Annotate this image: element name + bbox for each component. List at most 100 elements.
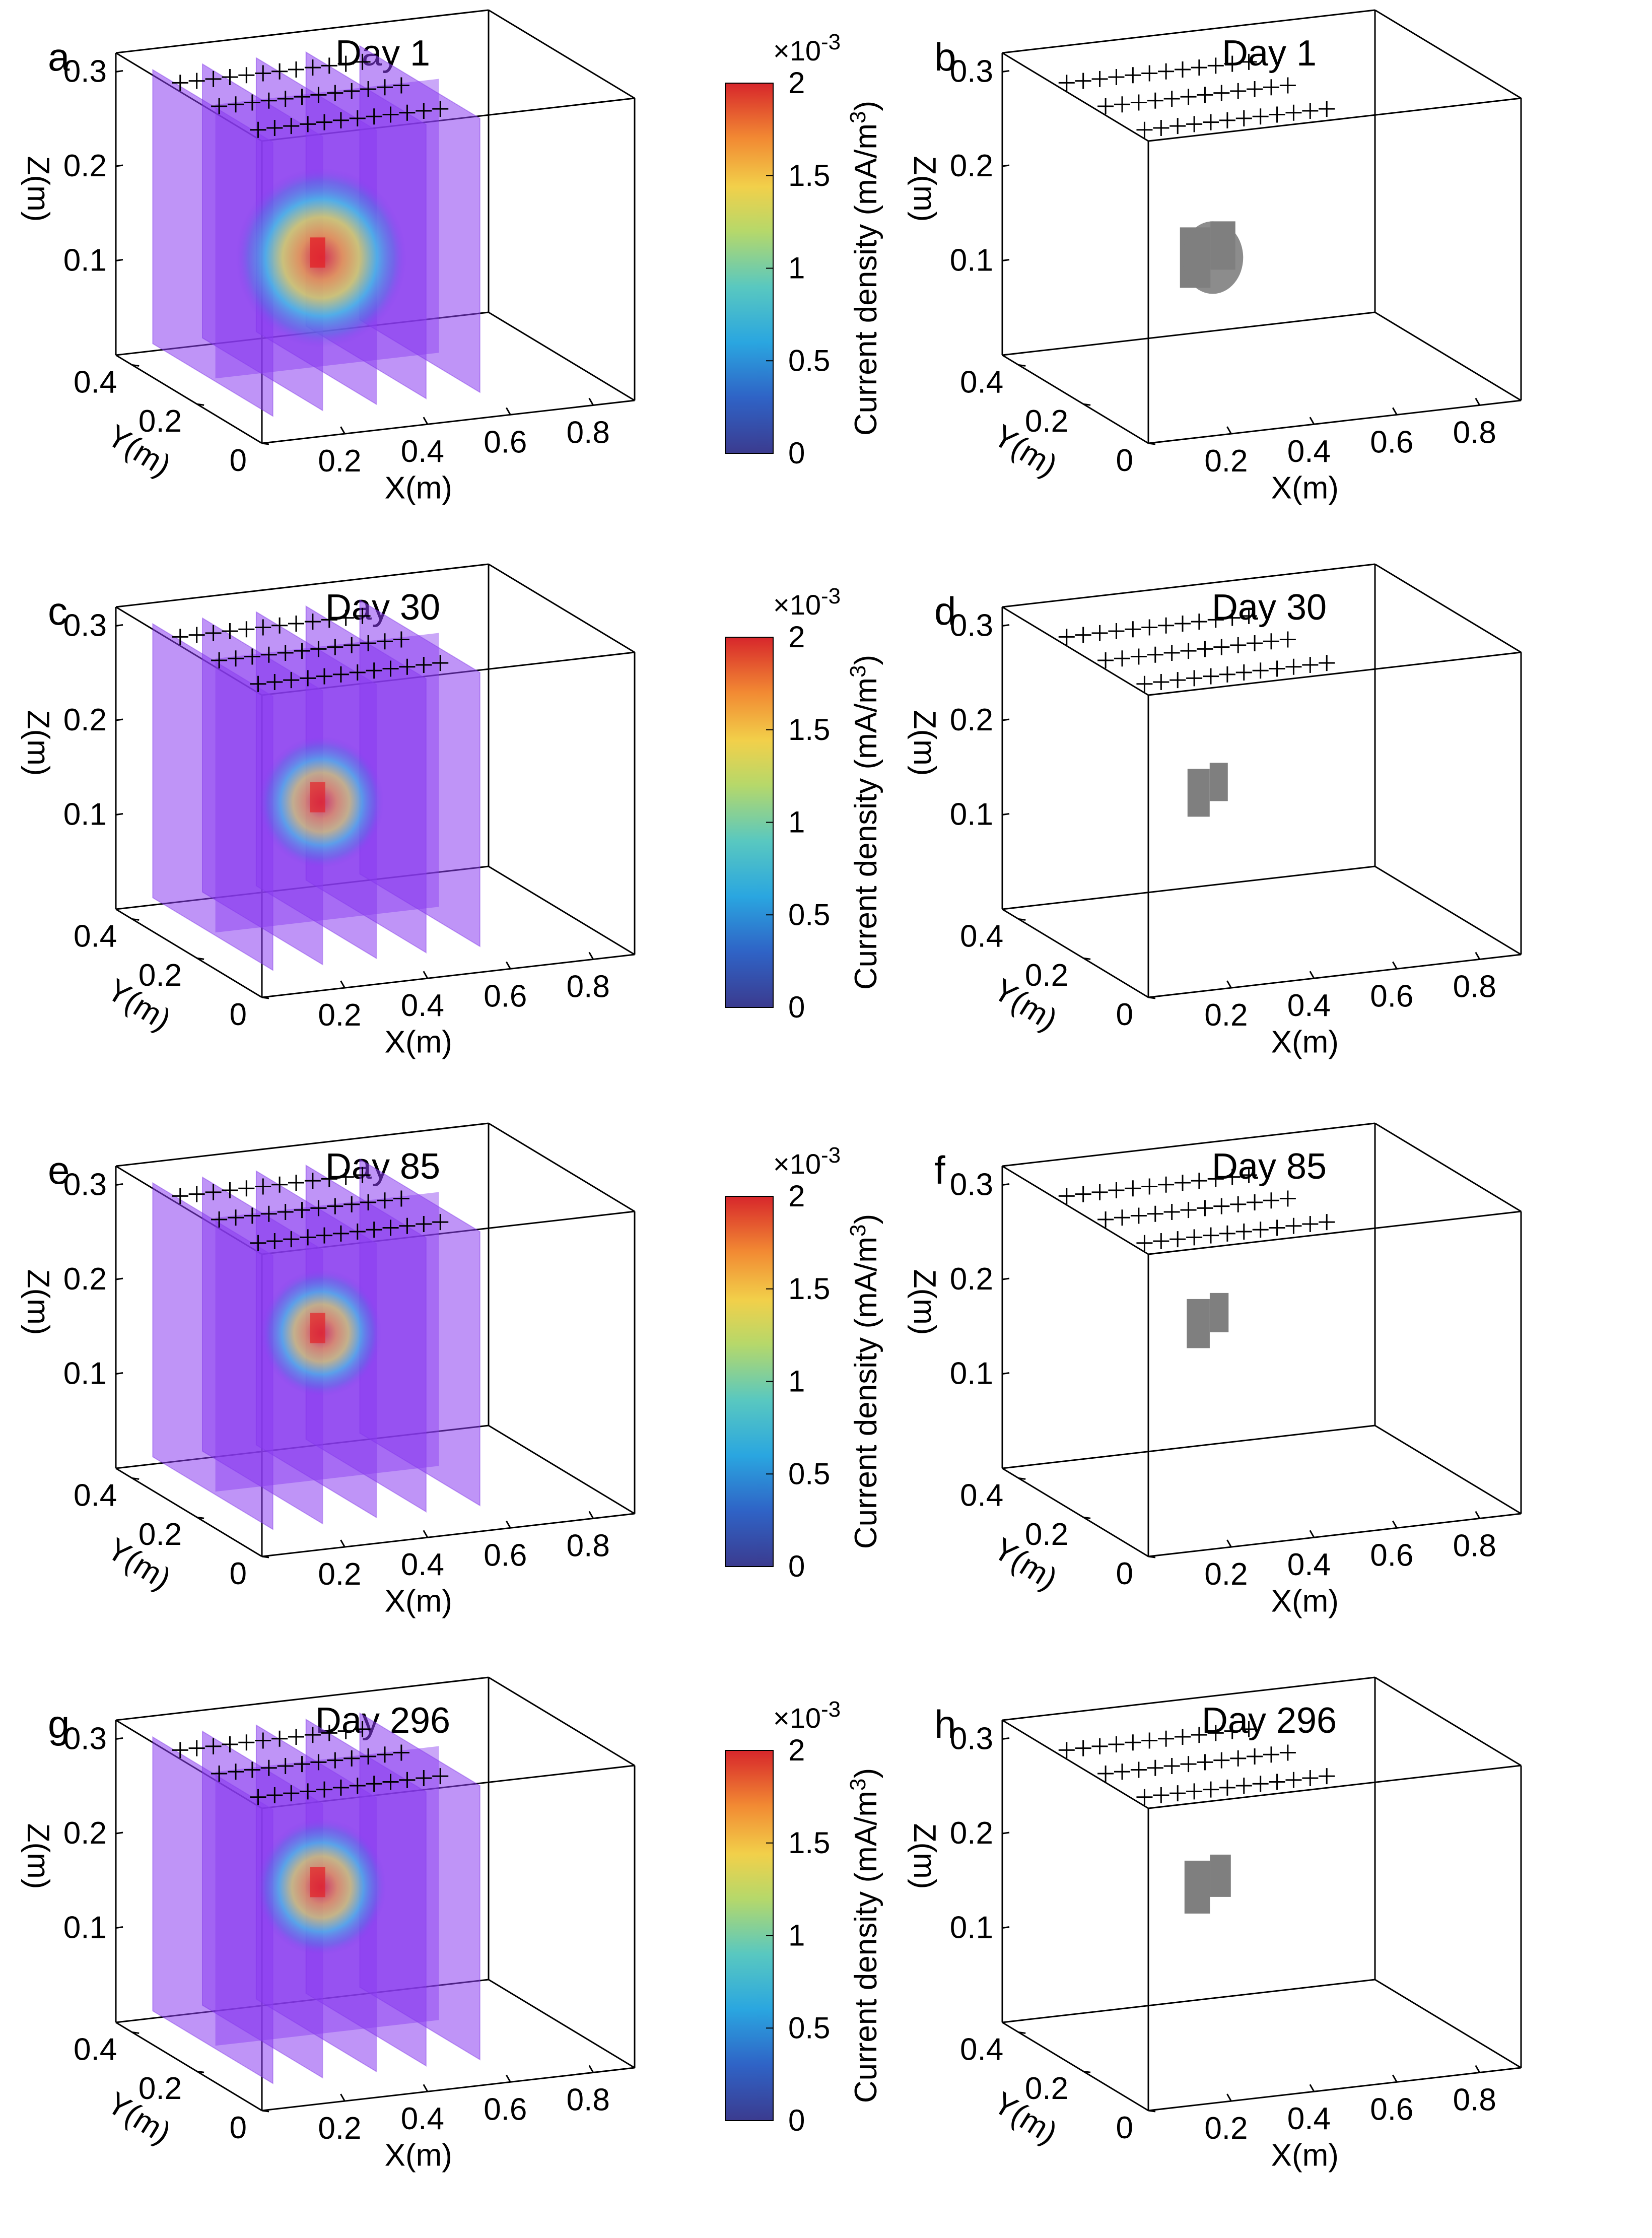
panel-letter: e — [48, 1148, 70, 1192]
electrode-marker — [255, 619, 271, 636]
z-tick-label: 0.2 — [950, 703, 993, 737]
y-tick-label: 0.4 — [74, 365, 117, 399]
electrode-marker — [432, 1214, 449, 1231]
electrode-marker — [393, 77, 409, 94]
electrode-marker — [1230, 1196, 1247, 1212]
electrode-marker — [1279, 77, 1296, 94]
box-edge-2 — [115, 2021, 262, 2112]
y-tick-mark — [1018, 364, 1026, 367]
slice-plane-x-5 — [359, 1158, 480, 1507]
anomaly-block — [1187, 1299, 1210, 1348]
x-tick-mark — [340, 1539, 346, 1547]
x-tick-mark — [1226, 1539, 1232, 1547]
z-axis-label: Z(m) — [907, 1823, 942, 1889]
electrode-marker — [1058, 629, 1075, 645]
electrode-marker — [300, 116, 316, 132]
z-tick-mark — [115, 1277, 123, 1280]
box-edge-9 — [488, 1676, 635, 1767]
electrode-marker — [399, 1217, 416, 1234]
electrode-markers — [172, 607, 449, 692]
electrode-marker — [1153, 1787, 1169, 1803]
colorbar-tick-label: 0.5 — [788, 898, 830, 931]
electrode-marker — [1302, 656, 1319, 673]
electrode-marker — [1213, 639, 1230, 655]
electrode-marker — [1302, 1770, 1319, 1786]
electrode-marker — [1302, 1215, 1319, 1232]
electrode-marker — [304, 614, 321, 630]
electrode-marker — [316, 1781, 332, 1798]
x-tick-label: 0.2 — [1204, 998, 1248, 1033]
y-tick-label: 0.2 — [139, 958, 182, 993]
electrode-marker — [349, 664, 366, 681]
colorbar-tick-label: 2 — [788, 66, 805, 100]
electrode-marker — [316, 668, 332, 685]
electrode-marker — [294, 89, 310, 105]
box-edge-9 — [488, 1122, 635, 1212]
electrode-marker — [1141, 619, 1158, 636]
panel-title: Day 296 — [1202, 1701, 1337, 1741]
electrode-marker — [1230, 1750, 1247, 1767]
electrode-marker — [393, 631, 409, 648]
electrode-marker — [377, 1192, 393, 1209]
slice-planes — [152, 45, 480, 417]
box-edge-5 — [488, 311, 635, 401]
electrode-marker — [360, 1194, 377, 1211]
electrode-marker — [399, 658, 416, 675]
box-edge-5 — [1374, 865, 1522, 956]
z-tick-label: 0.3 — [950, 54, 993, 89]
electrode-marker — [1252, 662, 1269, 679]
electrode-marker — [349, 1778, 366, 1794]
x-tick-mark — [506, 961, 511, 970]
z-tick-mark — [115, 624, 123, 627]
electrode-marker — [244, 1207, 260, 1224]
x-axis-label: X(m) — [1271, 1584, 1339, 1618]
electrode-marker — [250, 675, 266, 692]
colorbar-tick-label: 1.5 — [788, 159, 830, 192]
electrode-marker — [238, 67, 255, 84]
electrode-marker — [382, 1219, 399, 1236]
electrode-marker — [1114, 1209, 1130, 1226]
electrode-marker — [304, 59, 321, 76]
x-tick-mark — [588, 397, 594, 406]
electrode-marker — [1075, 627, 1091, 643]
panel-title: Day 30 — [1212, 587, 1327, 628]
electrode-marker — [277, 1757, 294, 1774]
x-tick-mark — [1475, 1511, 1481, 1519]
electrode-marker — [416, 656, 432, 673]
electrode-marker — [288, 615, 304, 632]
electrode-marker — [1075, 1186, 1091, 1202]
electrode-marker — [382, 1774, 399, 1790]
electrode-marker — [300, 1229, 316, 1246]
z-tick-label: 0.3 — [63, 1168, 107, 1202]
x-tick-mark — [588, 952, 594, 960]
panel-letter: h — [934, 1702, 956, 1746]
electrode-marker — [1125, 67, 1141, 84]
electrode-marker — [1163, 90, 1180, 107]
electrode-marker — [1235, 664, 1252, 681]
y-tick-label: 0.2 — [139, 1517, 182, 1552]
panel-b: b Day 10.10.20.3Z(m)0.2 0.4 0.6 0.8X(m)00.20… — [907, 9, 1522, 505]
z-axis-label: Z(m) — [907, 1269, 942, 1335]
electrode-marker — [1147, 1759, 1163, 1776]
electrode-marker — [1235, 1224, 1252, 1240]
y-tick-mark — [1018, 2031, 1026, 2034]
x-tick-label: 0.2 — [318, 1557, 361, 1592]
colorbar-label: Current density (mA/m3) — [846, 101, 883, 436]
colorbar-tick-label: 1 — [788, 1365, 805, 1398]
colorbar-exponent: ×10-3 — [773, 1697, 841, 1734]
colorbar-exponent: ×10-3 — [773, 1143, 841, 1180]
box-edge-5 — [1374, 1425, 1522, 1515]
box-edge-7 — [115, 1676, 489, 1721]
current-peak-cell — [310, 237, 325, 268]
electrode-marker — [304, 1173, 321, 1189]
y-tick-label: 0.2 — [1025, 2071, 1068, 2106]
z-axis-label: Z(m) — [21, 710, 55, 776]
x-tick-label: 0.6 — [1370, 1538, 1413, 1573]
electrode-marker — [244, 1761, 260, 1778]
electrode-marker — [1213, 85, 1230, 101]
y-tick-label: 0 — [230, 1556, 247, 1591]
anomaly-block — [1209, 763, 1228, 801]
electrode-marker — [1241, 1167, 1257, 1183]
anomaly-block — [1187, 769, 1210, 817]
z-tick-label: 0.1 — [950, 797, 993, 832]
